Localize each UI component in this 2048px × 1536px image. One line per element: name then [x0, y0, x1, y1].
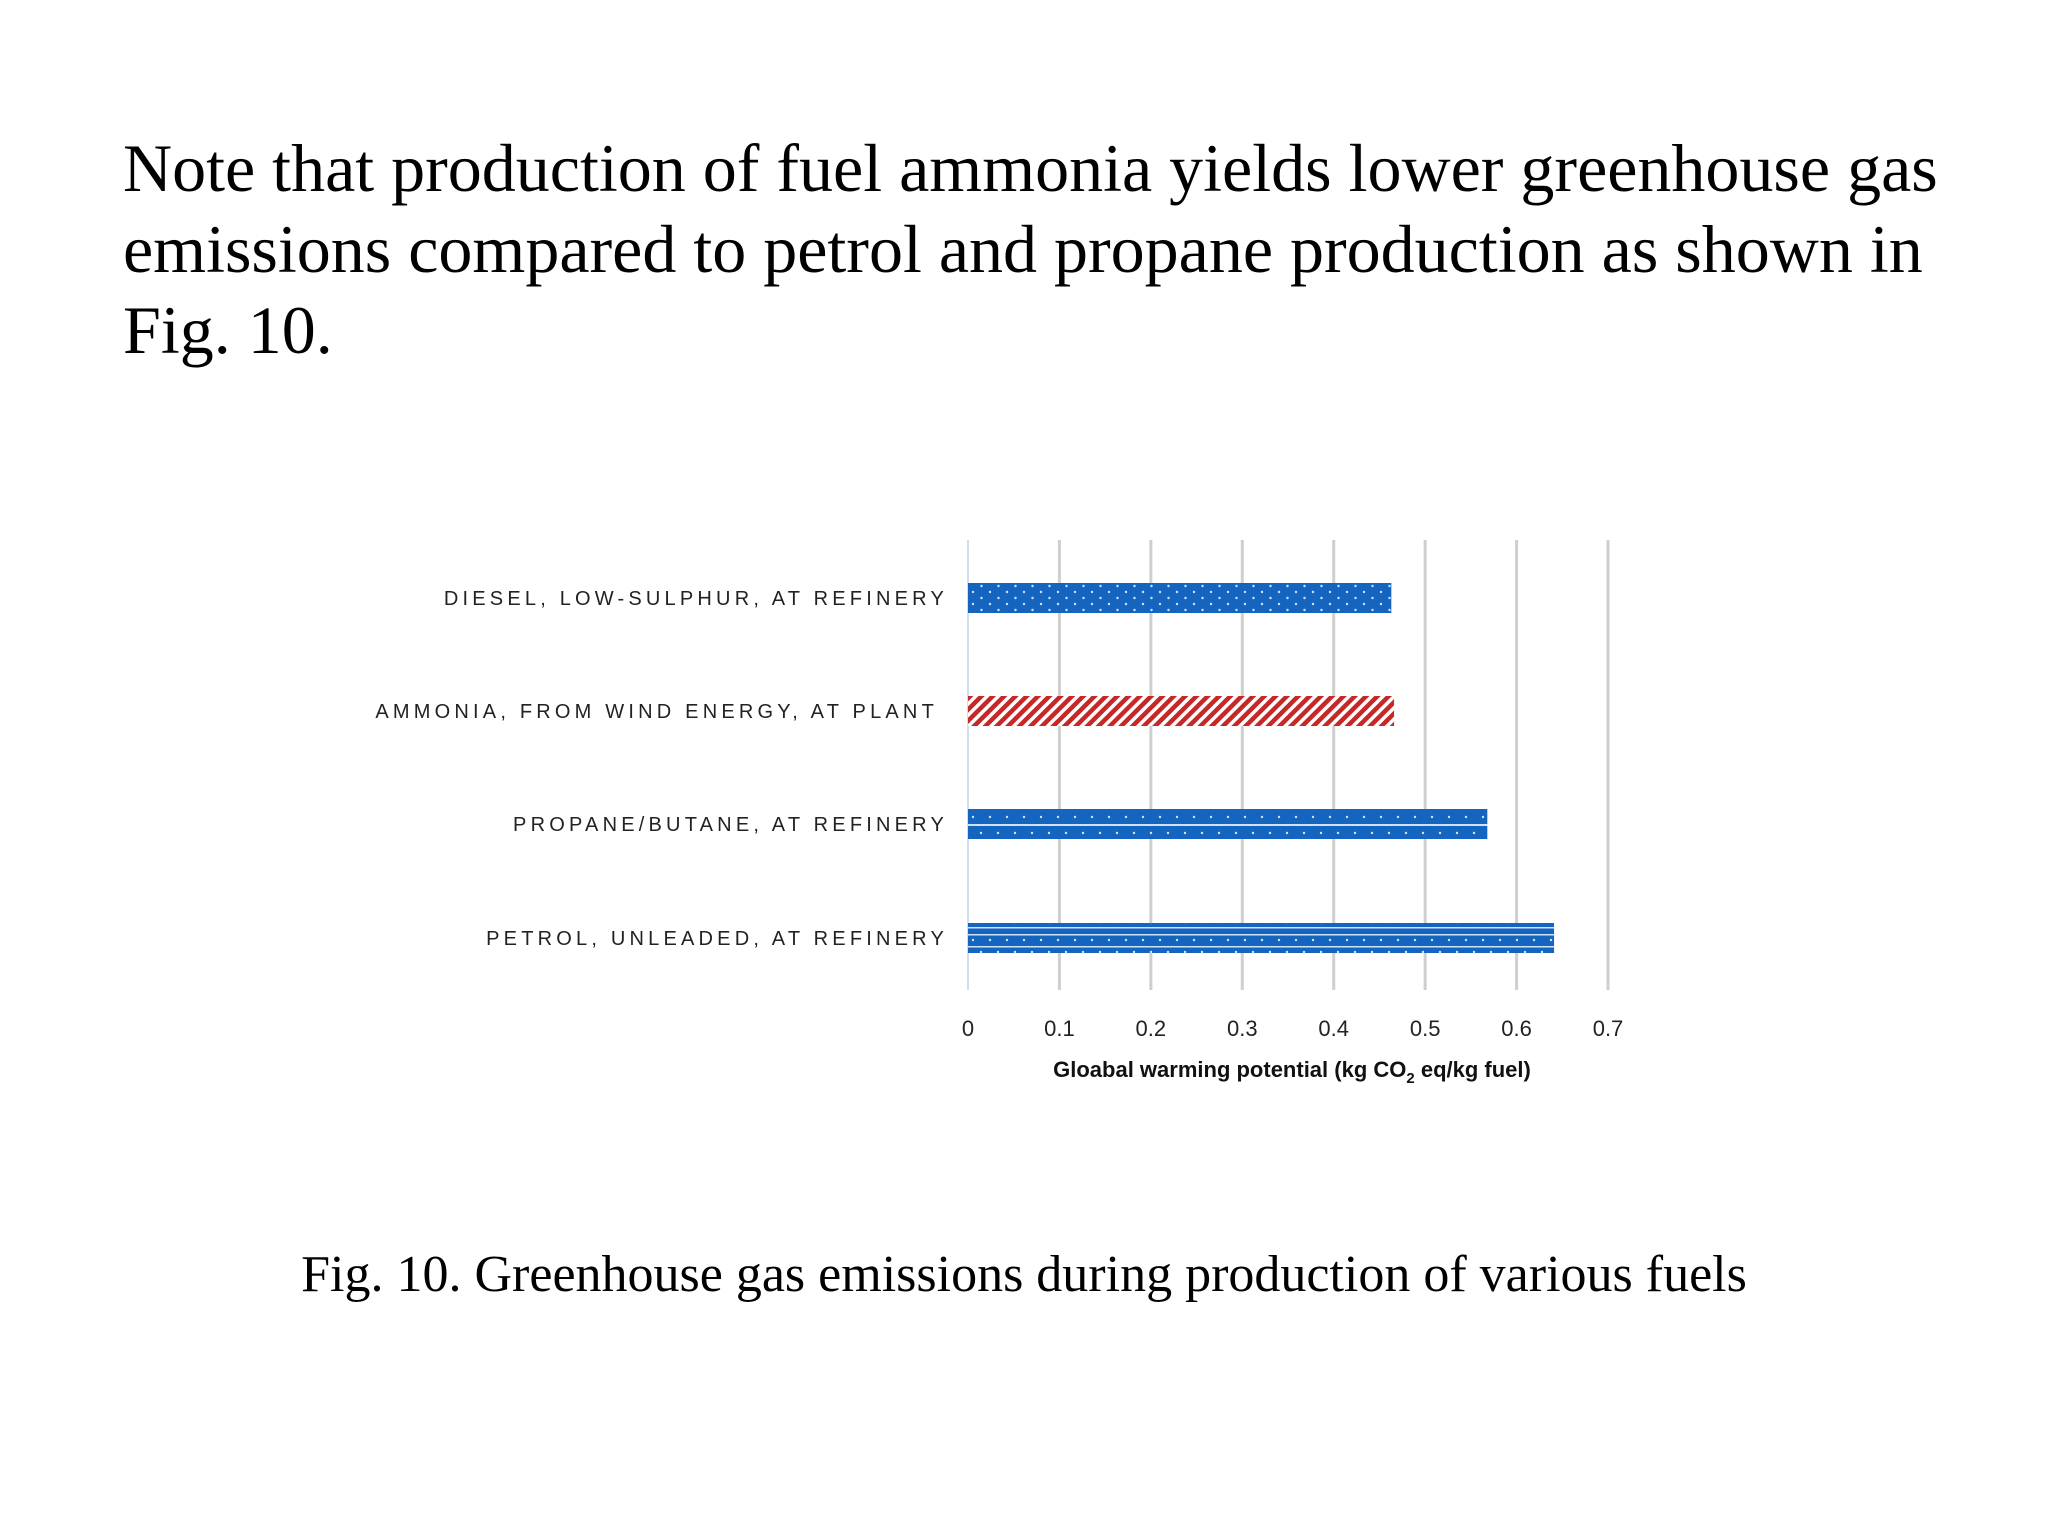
category-labels: DIESEL, LOW-SULPHUR, AT REFINERY AMMONIA,…	[375, 588, 948, 950]
intro-text: Note that production of fuel ammonia yie…	[123, 130, 1938, 368]
x-axis-title: Gloabal warming potential (kg CO2 eq/kg …	[1053, 1057, 1531, 1087]
category-label: PETROL, UNLEADED, AT REFINERY	[486, 928, 948, 950]
bar	[968, 809, 1488, 839]
x-tick-label: 0.4	[1318, 1016, 1349, 1041]
bars	[968, 583, 1555, 953]
category-label: DIESEL, LOW-SULPHUR, AT REFINERY	[444, 588, 948, 610]
x-tick-labels: 0 0.1 0.2 0.3 0.4 0.5 0.6 0.7	[962, 1016, 1623, 1041]
bar	[968, 923, 1555, 953]
bar	[968, 696, 1395, 726]
category-label: PROPANE/BUTANE, AT REFINERY	[513, 814, 948, 836]
x-tick-label: 0.7	[1593, 1016, 1624, 1041]
figure-caption: Fig. 10. Greenhouse gas emissions during…	[301, 1246, 1747, 1303]
x-tick-label: 0.1	[1044, 1016, 1075, 1041]
x-tick-label: 0.2	[1136, 1016, 1167, 1041]
x-tick-label: 0.3	[1227, 1016, 1258, 1041]
x-tick-label: 0	[962, 1016, 974, 1041]
grid-lines	[967, 540, 1610, 990]
x-tick-label: 0.6	[1501, 1016, 1532, 1041]
category-label: AMMONIA, FROM WIND ENERGY, AT PLANT	[375, 701, 938, 723]
x-tick-label: 0.5	[1410, 1016, 1441, 1041]
bar	[968, 583, 1392, 613]
